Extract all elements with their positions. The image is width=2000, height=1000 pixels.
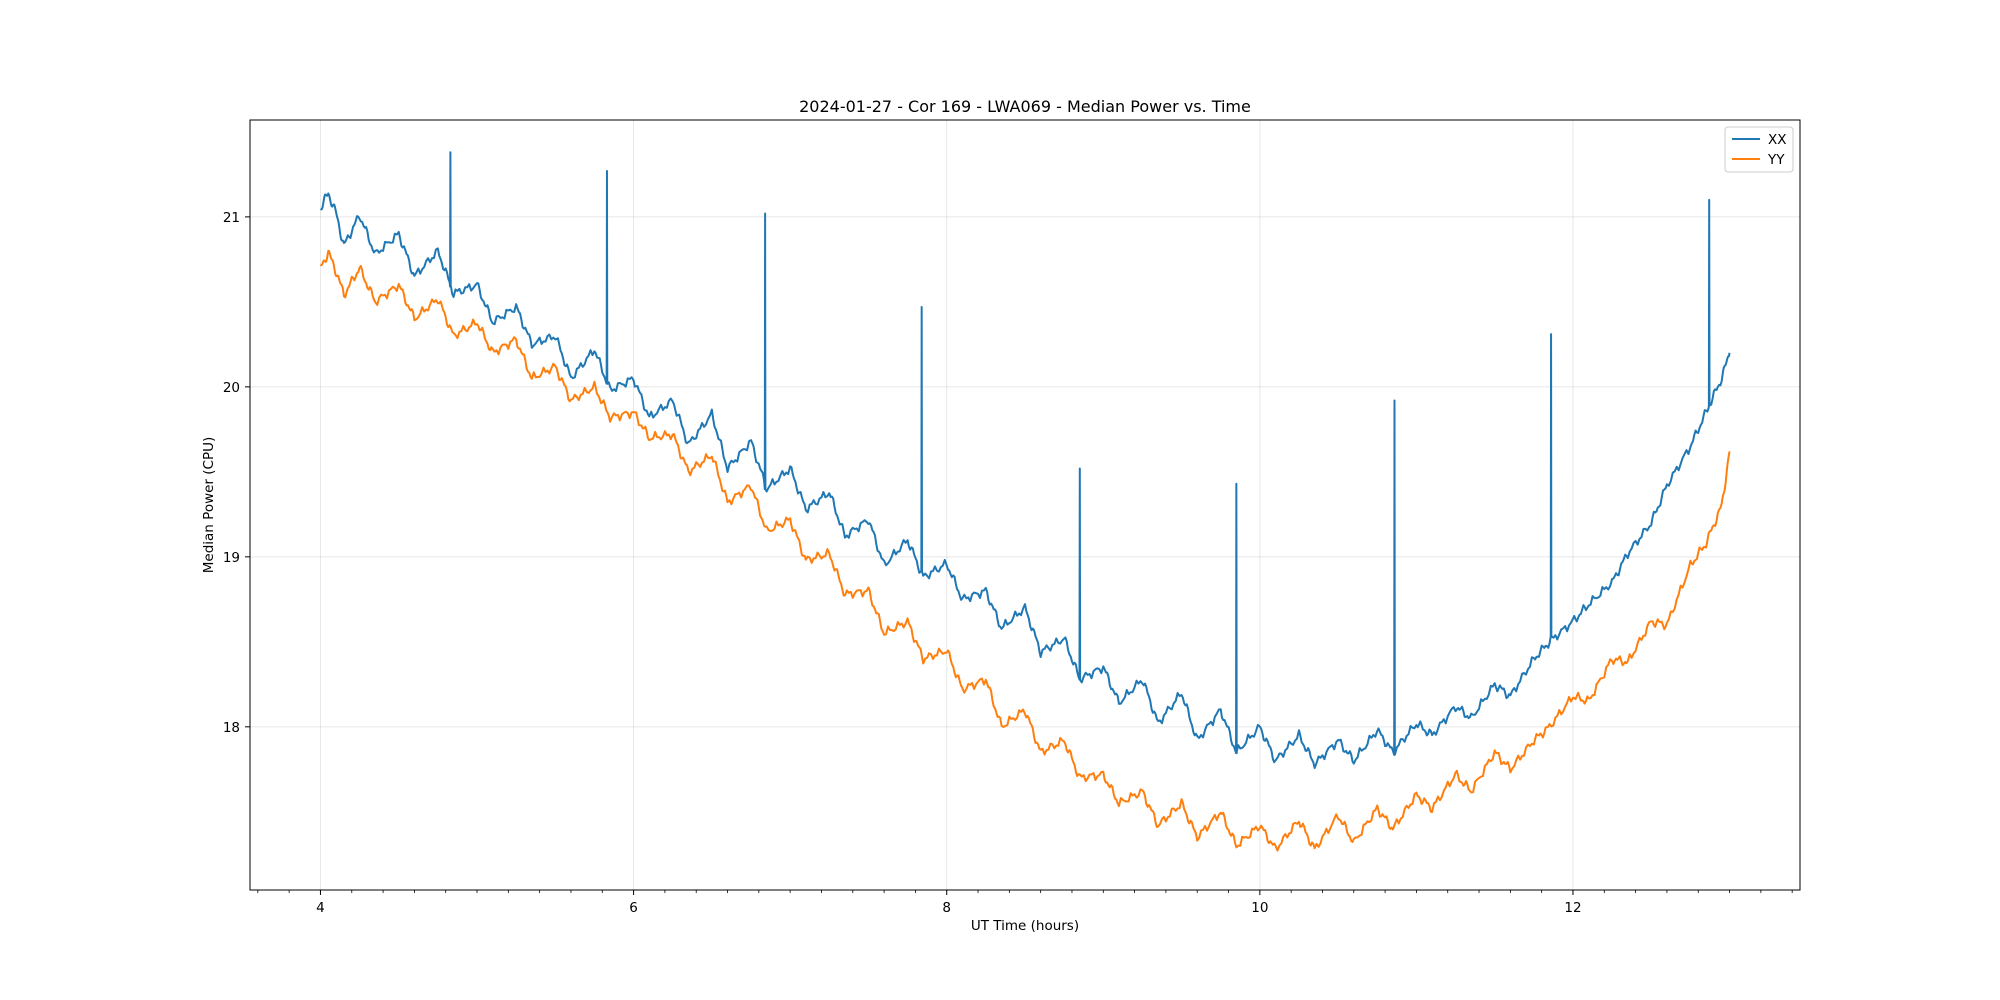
legend-label-yy: YY [1767,152,1785,168]
series-line-xx [320,151,1731,770]
plot-frame [249,119,1801,891]
legend-label-xx: XX [1768,132,1787,148]
legend: XX YY [1724,126,1794,173]
x-tick-label: 8 [942,900,951,916]
y-axis-label: Median Power (CPU) [201,437,217,573]
y-tick-label: 19 [223,550,240,566]
x-tick-label: 6 [629,900,638,916]
chart-title: 2024-01-27 - Cor 169 - LWA069 - Median P… [799,97,1251,116]
x-tick-label: 4 [316,900,325,916]
x-tick-label: 10 [1251,900,1268,916]
x-axis-label: UT Time (hours) [971,918,1079,934]
ticks: 4 6 8 10 12 18 19 20 21 [223,210,1793,916]
series-line-yy [319,249,1731,852]
grid [250,120,1800,890]
y-tick-label: 20 [223,380,240,396]
x-tick-label: 12 [1564,900,1581,916]
y-tick-label: 18 [223,720,240,736]
y-tick-label: 21 [223,210,240,226]
series-layer [319,151,1731,852]
